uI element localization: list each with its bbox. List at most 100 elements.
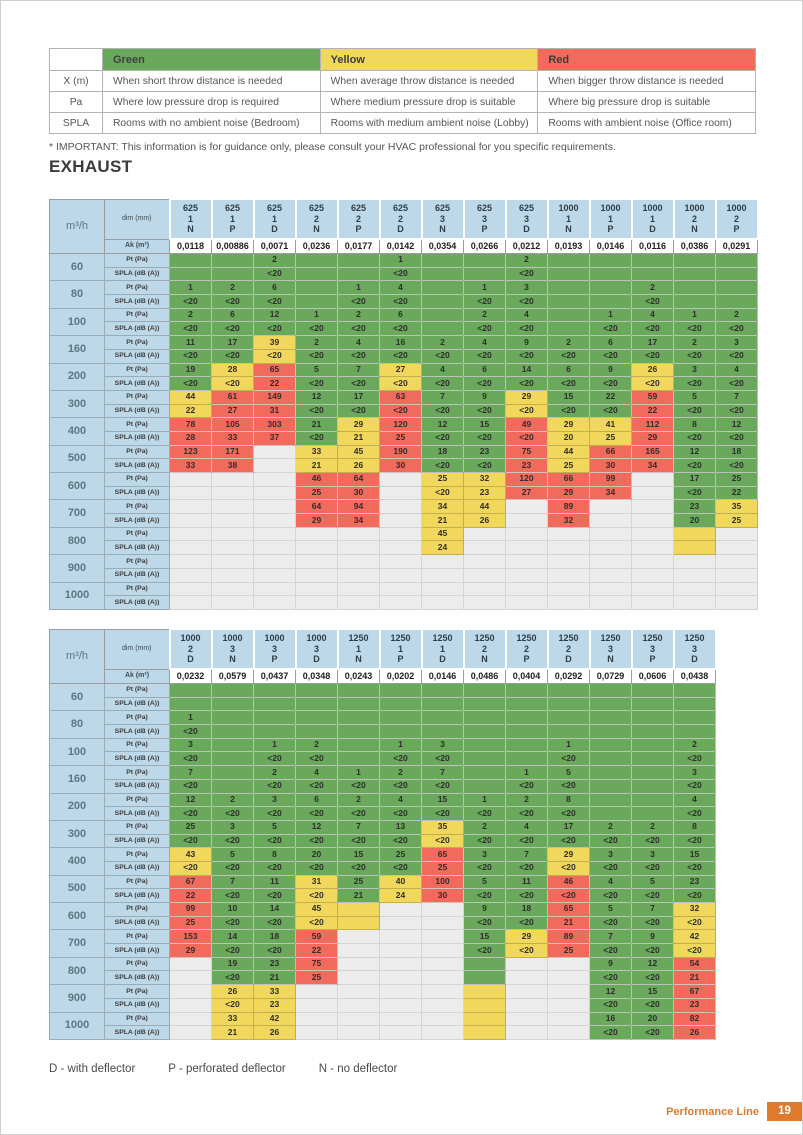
pt-cell bbox=[295, 984, 338, 999]
pt-cell: 61 bbox=[211, 389, 254, 405]
spla-cell: <20 bbox=[337, 778, 380, 794]
spla-cell: <20 bbox=[547, 778, 590, 794]
pt-cell bbox=[463, 253, 506, 268]
pt-cell: 8 bbox=[547, 792, 590, 808]
pt-cell bbox=[673, 526, 716, 542]
dim-header-line: D bbox=[691, 654, 698, 665]
pt-row: 800 Pt (Pa) 45 bbox=[49, 526, 758, 556]
pt-label: Pt (Pa) bbox=[104, 956, 170, 972]
spla-row: SPLA (dB (A)) bbox=[50, 696, 716, 712]
spla-cell bbox=[673, 540, 716, 556]
pt-row: 60 Pt (Pa) 2 1 2 bbox=[49, 252, 758, 282]
pt-label: Pt (Pa) bbox=[104, 472, 170, 487]
spla-cell: 34 bbox=[589, 485, 632, 501]
pt-label: Pt (Pa) bbox=[104, 792, 170, 808]
spla-cell: <20 bbox=[337, 806, 380, 821]
pt-cell: 123 bbox=[169, 444, 212, 460]
pt-cell: 2 bbox=[715, 307, 758, 323]
spla-label: SPLA (dB (A)) bbox=[104, 806, 170, 821]
pt-cell: 7 bbox=[631, 902, 674, 917]
pt-cell: 153 bbox=[169, 929, 212, 945]
pt-cell bbox=[295, 253, 338, 268]
spla-cell bbox=[589, 806, 632, 821]
pt-cell: 4 bbox=[379, 280, 422, 296]
pt-cell bbox=[169, 1011, 212, 1027]
spla-row: SPLA (dB (A)) 28 33 37 <20 21 25 <20 <20 <20 20 25 2… bbox=[50, 430, 758, 446]
spla-cell: <20 bbox=[169, 778, 212, 794]
spla-cell: <20 bbox=[253, 833, 296, 849]
flow-unit-label: m³/h bbox=[49, 198, 105, 254]
dim-header-line: D bbox=[397, 224, 404, 235]
spla-cell: 21 bbox=[295, 458, 338, 473]
spla-cell: <20 bbox=[715, 321, 758, 337]
dim-header-line: 2 bbox=[355, 213, 361, 224]
spla-cell: <20 bbox=[295, 778, 338, 794]
pt-cell: 44 bbox=[547, 444, 590, 460]
spla-cell bbox=[253, 458, 296, 473]
dim-header-line: 2 bbox=[523, 643, 529, 654]
pt-cell bbox=[589, 683, 632, 698]
pt-cell: 2 bbox=[505, 792, 548, 808]
pt-cell: 39 bbox=[253, 335, 296, 350]
spla-cell bbox=[211, 266, 254, 282]
pt-cell: 25 bbox=[337, 874, 380, 890]
spla-cell bbox=[211, 513, 254, 528]
spla-cell: 33 bbox=[211, 430, 254, 446]
legend-cell: When bigger throw distance is needed bbox=[537, 70, 756, 92]
page-footer: Performance Line 19 bbox=[666, 1102, 802, 1121]
spla-cell: <20 bbox=[463, 943, 506, 958]
legend-col-header: Yellow bbox=[319, 48, 539, 71]
pt-cell: 12 bbox=[295, 389, 338, 405]
pt-cell bbox=[631, 581, 674, 597]
dim-header-line: D bbox=[649, 224, 656, 235]
pt-cell bbox=[421, 902, 464, 917]
dim-unit-label: dim (mm) bbox=[104, 628, 170, 670]
spla-cell bbox=[673, 595, 716, 610]
spla-cell bbox=[337, 567, 380, 583]
pt-cell bbox=[715, 526, 758, 542]
performance-table-2: m³/h dim (mm) 1000 2 D 1000 3 N 1000 3 P 1000 3 D 1250… bbox=[49, 628, 717, 1040]
spla-cell bbox=[547, 567, 590, 583]
spla-cell bbox=[253, 513, 296, 528]
dim-header-line: 1250 bbox=[684, 633, 705, 644]
pt-cell: 13 bbox=[379, 819, 422, 835]
dim-header-line: N bbox=[229, 654, 236, 665]
dim-header-cell: 625 2 N bbox=[294, 198, 339, 240]
pt-cell: 2 bbox=[211, 792, 254, 808]
spla-cell: <20 bbox=[631, 833, 674, 849]
pt-cell: 18 bbox=[421, 444, 464, 460]
spla-cell: <20 bbox=[421, 778, 464, 794]
pt-cell bbox=[463, 984, 506, 999]
spla-cell: <20 bbox=[463, 888, 506, 903]
flow-label: 500 bbox=[49, 874, 105, 904]
pt-cell bbox=[505, 499, 548, 515]
pt-cell: 45 bbox=[337, 444, 380, 460]
spla-cell bbox=[673, 266, 716, 282]
pt-cell: 17 bbox=[547, 819, 590, 835]
spla-cell bbox=[169, 595, 212, 610]
spla-cell: <20 bbox=[211, 915, 254, 931]
pt-cell: 29 bbox=[547, 847, 590, 862]
pt-cell: 2 bbox=[253, 765, 296, 780]
pt-cell: 1 bbox=[295, 307, 338, 323]
spla-cell: <20 bbox=[421, 430, 464, 446]
ak-value-cell: 0,0142 bbox=[379, 238, 422, 254]
pt-cell bbox=[463, 765, 506, 780]
spla-cell bbox=[421, 970, 464, 986]
pt-cell bbox=[631, 710, 674, 726]
dim-header-line: N bbox=[481, 654, 488, 665]
performance-table-1: m³/h dim (mm) 625 1 N 625 1 P 625 1 D 625 2 N 625 2 P 625… bbox=[49, 198, 759, 610]
spla-cell: 20 bbox=[673, 513, 716, 528]
spla-cell bbox=[253, 567, 296, 583]
ak-value-cell: 0,0212 bbox=[505, 238, 548, 254]
pt-cell bbox=[673, 280, 716, 296]
spla-cell bbox=[673, 696, 716, 712]
pt-cell bbox=[211, 253, 254, 268]
dim-header-line: 625 bbox=[476, 203, 493, 214]
flow-label: 80 bbox=[49, 280, 105, 309]
pt-cell: 8 bbox=[673, 819, 716, 835]
dim-header-line: 1 bbox=[649, 213, 655, 224]
spla-cell: 33 bbox=[169, 458, 212, 473]
spla-cell: <20 bbox=[631, 294, 674, 309]
pt-cell bbox=[505, 581, 548, 597]
